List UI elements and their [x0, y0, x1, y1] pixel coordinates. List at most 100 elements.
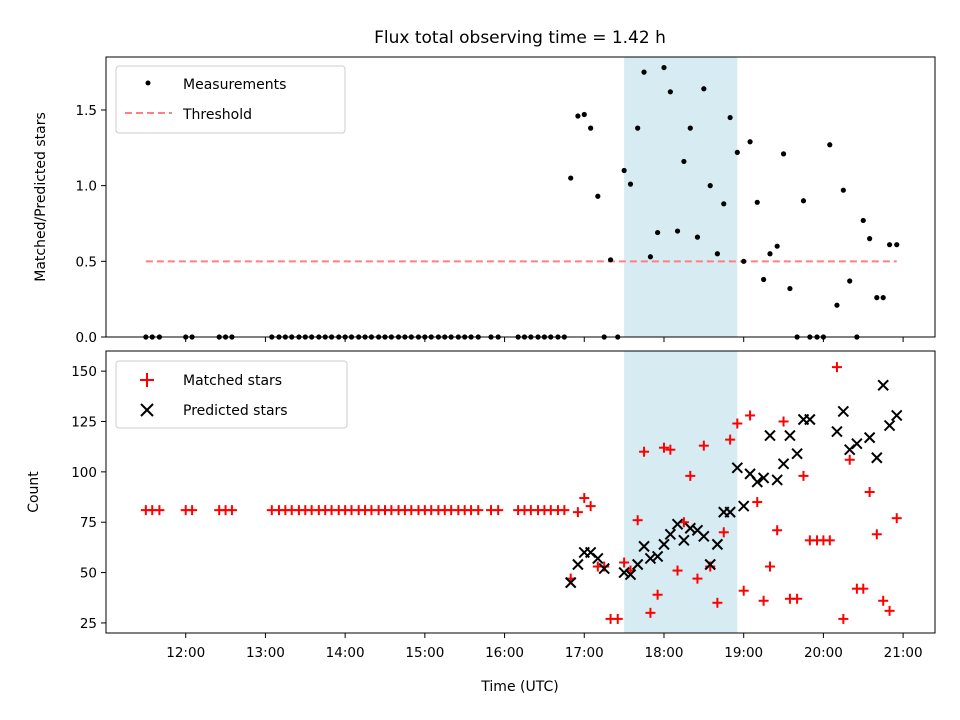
- matched-star-point: [658, 442, 669, 453]
- matched-star-point: [891, 513, 902, 524]
- measurement-point: [681, 158, 687, 165]
- legend-marker-measurements: [145, 80, 151, 86]
- predicted-star-point: [711, 538, 724, 551]
- matched-star-point: [672, 565, 683, 576]
- matched-star-point: [878, 595, 889, 606]
- measurement-point: [880, 295, 886, 301]
- predicted-star-point: [684, 522, 696, 534]
- y-tick-label: 100: [71, 465, 97, 481]
- matched-star-point: [645, 607, 656, 618]
- measurement-point: [641, 69, 647, 75]
- matched-star-point: [732, 418, 743, 429]
- measurement-point: [568, 175, 574, 181]
- predicted-star-point: [618, 566, 630, 579]
- x-tick-label: 13:00: [246, 645, 285, 661]
- y-tick-label: 1.5: [76, 103, 97, 119]
- predicted-star-point: [804, 413, 816, 426]
- predicted-star-point: [724, 506, 736, 518]
- y-axis-label-top: Matched/Predicted stars: [33, 112, 49, 282]
- measurement-point: [714, 251, 720, 257]
- predicted-star-point: [678, 534, 690, 547]
- measurement-point: [840, 187, 846, 193]
- measurement-point: [701, 86, 707, 92]
- legend-marker-matched: [140, 373, 154, 387]
- predicted-star-point: [777, 458, 790, 470]
- matched-star-point: [725, 434, 736, 445]
- predicted-star-point: [751, 476, 763, 488]
- measurement-point: [886, 242, 893, 248]
- predicted-star-point: [877, 379, 889, 391]
- matched-star-point: [864, 487, 875, 497]
- matched-star-point: [745, 410, 756, 421]
- predicted-star-point: [871, 452, 883, 464]
- predicted-star-point: [698, 530, 710, 543]
- matched-star-point: [632, 515, 643, 526]
- measurement-point: [834, 302, 840, 308]
- legend-box-bottom: [115, 360, 348, 429]
- x-tick-label: 21:00: [884, 645, 923, 661]
- chart-title: Flux total observing time = 1.42 h: [374, 28, 666, 48]
- predicted-star-point: [837, 405, 850, 418]
- predicted-star-point: [631, 558, 644, 571]
- measurement-point: [747, 139, 753, 145]
- measurement-point: [860, 217, 866, 224]
- legend-box-top: [115, 65, 346, 134]
- matched-star-point: [758, 595, 769, 606]
- legend-label-predicted: Predicted stars: [183, 403, 288, 419]
- measurement-point: [607, 257, 614, 263]
- measurement-point: [827, 142, 833, 148]
- panel-ratio: 0.0 0.5 1.0 1.5 Matched/Predicted stars Mea…: [33, 56, 936, 346]
- matched-star-point: [798, 470, 809, 481]
- matched-star-point: [665, 444, 676, 455]
- legend-marker-predicted: [140, 403, 154, 417]
- measurement-point: [761, 276, 767, 283]
- matched-star-point: [493, 505, 504, 516]
- measurement-point: [655, 229, 661, 236]
- matched-star-point: [772, 525, 783, 536]
- measurement-point: [674, 228, 681, 234]
- matched-star-point: [612, 613, 623, 624]
- matched-star-point: [473, 505, 484, 516]
- highlight-span-top: [624, 57, 738, 337]
- measurement-point: [894, 242, 900, 248]
- matched-star-point: [871, 529, 882, 540]
- matched-star-point: [752, 497, 763, 508]
- y-tick-label: 125: [71, 415, 97, 431]
- predicted-star-point: [851, 437, 863, 450]
- measurement-point: [741, 258, 747, 264]
- legend-label-threshold: Threshold: [182, 107, 252, 123]
- measurement-point: [874, 295, 880, 301]
- predicted-star-point: [784, 429, 796, 442]
- y-tick-label: 75: [80, 515, 97, 531]
- y-tick-label: 50: [80, 566, 97, 582]
- legend-label-matched: Matched stars: [183, 373, 282, 389]
- predicted-star-point: [771, 474, 783, 486]
- predicted-star-point: [891, 409, 903, 422]
- legend-bottom: Matched stars Predicted stars: [115, 360, 348, 429]
- measurement-point: [647, 254, 654, 260]
- predicted-star-point: [731, 462, 744, 474]
- predicted-star-point: [863, 431, 876, 444]
- matched-star-point: [585, 501, 596, 512]
- matched-star-point: [698, 440, 709, 451]
- measurement-point: [635, 125, 641, 131]
- measurement-point: [767, 251, 773, 257]
- predicted-star-point: [664, 528, 677, 541]
- measurement-point: [727, 114, 733, 121]
- y-tick-label: 25: [80, 616, 97, 632]
- predicted-star-point: [638, 540, 650, 553]
- x-tick-label: 12:00: [166, 645, 205, 661]
- predicted-star-point: [565, 576, 577, 589]
- matched-star-point: [187, 505, 198, 516]
- matched-star-point: [572, 507, 583, 518]
- matched-star-point: [778, 416, 789, 427]
- measurement-point: [627, 181, 634, 187]
- predicted-star-point: [644, 552, 657, 565]
- matched-star-point: [824, 535, 835, 546]
- measurement-point: [581, 111, 587, 118]
- predicted-star-point: [831, 425, 843, 438]
- legend-label-measurements: Measurements: [183, 77, 286, 93]
- predicted-star-point: [624, 568, 637, 581]
- y-axis-label-bottom: Count: [26, 471, 42, 513]
- x-tick-label: 17:00: [565, 645, 604, 661]
